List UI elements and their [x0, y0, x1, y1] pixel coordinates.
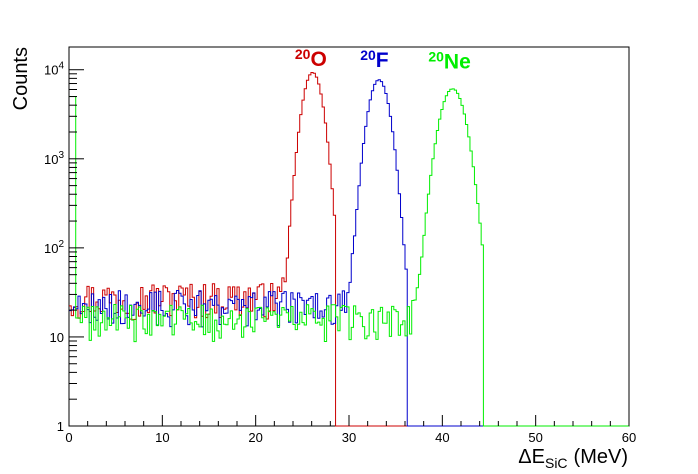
- x-axis: 0 10 20 30 40 50 60: [65, 415, 636, 445]
- y-tick-label: 10: [50, 330, 64, 345]
- x-axis-title-main: ΔE: [518, 446, 545, 468]
- x-tick-label: 30: [342, 430, 356, 445]
- y-tick-label: 104: [44, 61, 64, 78]
- series-label-o: 20O: [295, 46, 327, 71]
- x-tick-label: 40: [435, 430, 449, 445]
- plot-frame: [68, 46, 630, 427]
- x-tick-label: 0: [65, 430, 72, 445]
- y-tick-label: 1: [57, 419, 64, 434]
- y-tick-label: 103: [44, 150, 64, 167]
- series-label-ne: 20Ne: [428, 49, 470, 74]
- x-tick-label: 10: [155, 430, 169, 445]
- x-axis-title: ΔESiC (MeV): [518, 446, 628, 471]
- y-axis-title: Counts: [10, 47, 32, 110]
- x-tick-label: 60: [622, 430, 636, 445]
- series-line-ne: [69, 88, 629, 427]
- x-axis-title-sub: SiC: [545, 455, 568, 471]
- series-line-f: [69, 79, 629, 427]
- y-tick-label: 102: [44, 239, 64, 256]
- x-axis-title-unit: (MeV): [574, 446, 628, 468]
- x-tick-label: 20: [248, 430, 262, 445]
- series-curves: [69, 72, 629, 427]
- y-axis: 1 10 102 103 104: [44, 61, 84, 434]
- series-label-f: 20F: [360, 47, 389, 72]
- series-line-o: [69, 72, 629, 427]
- series-labels: 20O 20F 20Ne: [295, 46, 471, 74]
- x-tick-label: 50: [528, 430, 542, 445]
